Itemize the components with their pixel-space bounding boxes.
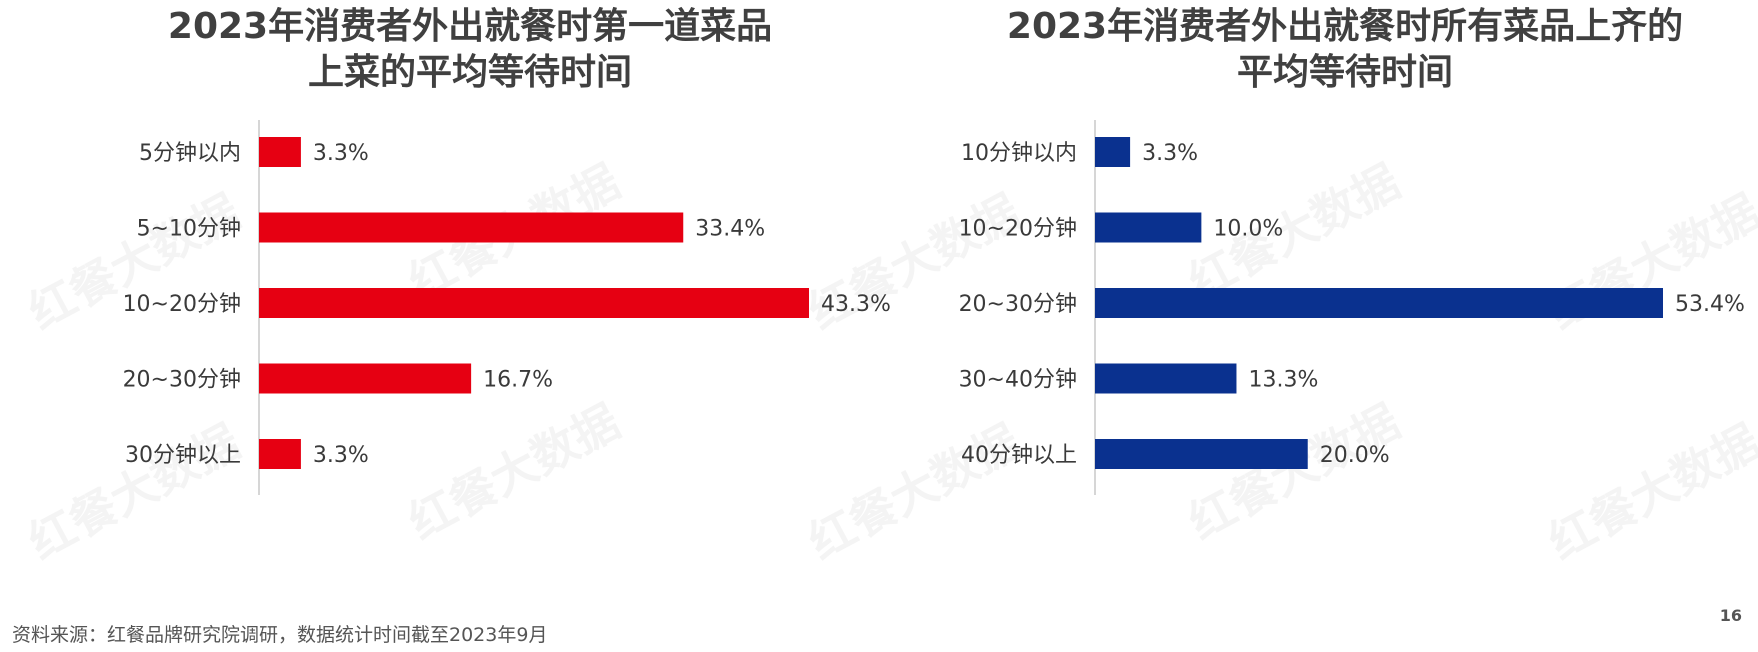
data-label: 10.0% — [1213, 217, 1283, 242]
data-label: 3.3% — [1142, 141, 1198, 166]
data-label: 33.4% — [695, 217, 765, 242]
bar — [259, 137, 301, 167]
category-label: 40分钟以上 — [961, 443, 1077, 468]
bar — [1095, 288, 1663, 318]
bar — [1095, 363, 1237, 394]
page-number: 16 — [1719, 606, 1742, 625]
category-label: 30分钟以上 — [125, 443, 241, 468]
category-label: 20~30分钟 — [959, 292, 1077, 317]
bar-chart-first-dish: 5分钟以内 3.3% 5~10分钟 33.4% 10~20分钟 43.3% 20~30分钟 1… — [123, 120, 891, 495]
chart-title-first-dish: 2023年消费者外出就餐时第一道菜品 上菜的平均等待时间 — [167, 6, 773, 93]
bar — [1095, 212, 1202, 243]
bar-chart-all-dishes: 10分钟以内 3.3% 10~20分钟 10.0% 20~30分钟 53.4% 30~40分… — [959, 120, 1745, 495]
data-label: 3.3% — [313, 443, 369, 468]
category-label: 30~40分钟 — [959, 368, 1077, 393]
bar — [1095, 439, 1308, 469]
data-label: 16.7% — [483, 368, 553, 393]
source-note: 资料来源：红餐品牌研究院调研，数据统计时间截至2023年9月 — [12, 624, 548, 646]
bar — [259, 288, 809, 318]
category-label: 10~20分钟 — [123, 292, 241, 317]
category-label: 10分钟以内 — [961, 141, 1077, 166]
bar — [259, 212, 684, 243]
data-label: 13.3% — [1248, 368, 1318, 393]
category-label: 10~20分钟 — [959, 217, 1077, 242]
category-label: 5分钟以内 — [139, 141, 241, 166]
bar — [259, 363, 472, 394]
data-label: 53.4% — [1675, 292, 1745, 317]
bar — [1095, 137, 1131, 167]
chart-title-all-dishes: 2023年消费者外出就餐时所有菜品上齐的 平均等待时间 — [1006, 6, 1684, 93]
bar — [259, 439, 301, 469]
data-label: 3.3% — [313, 141, 369, 166]
data-label: 43.3% — [821, 292, 891, 317]
data-label: 20.0% — [1320, 443, 1390, 468]
category-label: 5~10分钟 — [137, 217, 241, 242]
category-label: 20~30分钟 — [123, 368, 241, 393]
